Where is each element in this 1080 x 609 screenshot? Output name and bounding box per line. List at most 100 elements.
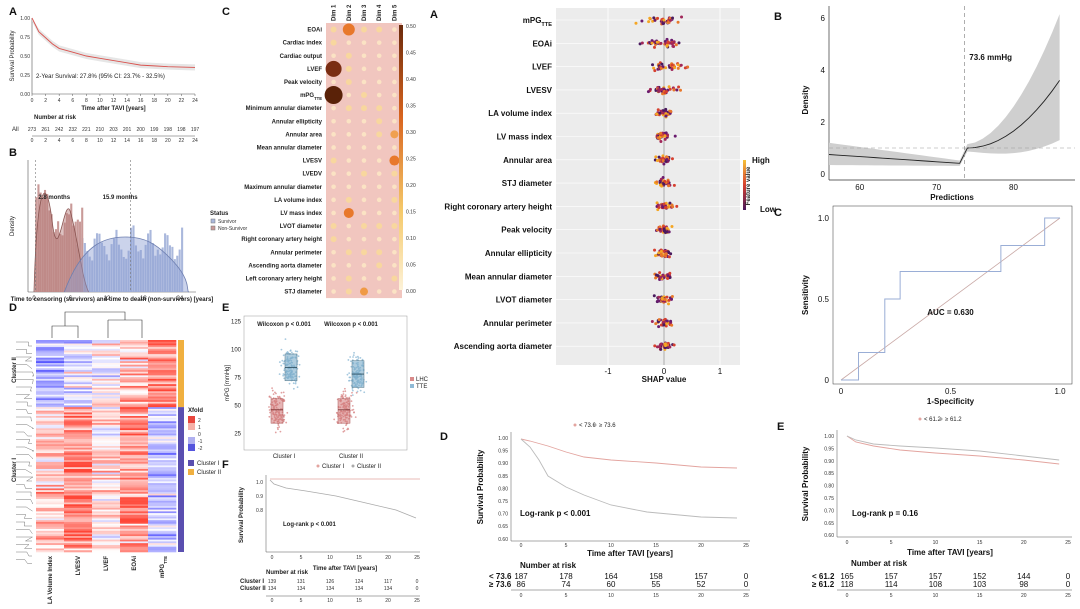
heatmap-cell <box>120 497 149 500</box>
heatmap-cell <box>92 419 121 422</box>
risk-x-tick: 25 <box>743 593 749 599</box>
heatmap-cell <box>64 536 93 539</box>
shap-point <box>648 87 652 91</box>
heatmap-cell <box>148 509 177 512</box>
heatmap-cell <box>148 506 177 509</box>
shap-point <box>654 322 658 326</box>
shap-point <box>662 111 666 115</box>
histogram-bar-survivor <box>105 254 108 292</box>
jitter-point-lhc <box>276 426 279 429</box>
heatmap-cell <box>64 423 93 426</box>
dot-matrix-point <box>361 40 367 45</box>
heatmap-cell <box>148 371 177 374</box>
risk-x-tick: 20 <box>385 598 391 604</box>
dot-matrix-point <box>376 118 383 125</box>
heatmap-cell <box>120 389 149 392</box>
heatmap-legend-tick: 2 <box>198 418 201 424</box>
dot-matrix-point <box>361 105 367 112</box>
heatmap-cell <box>36 412 65 415</box>
heatmap-cell <box>120 400 149 403</box>
heatmap-cell <box>92 530 121 533</box>
heatmap-cell <box>120 446 149 449</box>
heatmap-cell <box>92 368 121 371</box>
histogram-bar-nonsurvivor <box>74 221 77 292</box>
heatmap-cell <box>92 447 121 450</box>
risk-value: 157 <box>694 572 708 581</box>
jitter-point-lhc <box>344 390 347 393</box>
heatmap-cell <box>36 507 65 510</box>
shap-point <box>659 183 663 187</box>
heatmap-cell <box>148 507 177 510</box>
shap-point <box>654 155 658 159</box>
heatmap-cell <box>64 419 93 422</box>
jitter-point-lhc <box>348 396 351 399</box>
heatmap-cell <box>148 352 177 355</box>
heatmap-cell <box>64 537 93 540</box>
heatmap-cell <box>36 548 65 551</box>
dot-matrix-point <box>392 105 397 111</box>
heatmap-cell <box>36 380 65 383</box>
x-tick-label: 6 <box>69 296 73 302</box>
heatmap-cell <box>148 523 177 526</box>
colorbar-tick: 0.30 <box>406 130 416 136</box>
histogram-bar-nonsurvivor <box>43 189 47 292</box>
shap-point <box>655 112 659 116</box>
shap-point <box>662 320 666 324</box>
row-dendrogram-branch <box>16 536 34 542</box>
heatmap-cell <box>120 421 149 424</box>
shap-point <box>650 41 654 45</box>
heatmap-cell <box>92 514 121 517</box>
heatmap-cell <box>148 484 177 487</box>
heatmap-cell <box>120 361 149 364</box>
heatmap-cell <box>64 370 93 373</box>
heatmap-cell <box>92 400 121 403</box>
heatmap-cell <box>120 398 149 401</box>
risk-value: 178 <box>559 572 573 581</box>
jitter-point-lhc <box>342 393 345 395</box>
dot-matrix-point <box>330 26 337 33</box>
y-tick-label: 0.60 <box>824 533 834 539</box>
histogram-bar-nonsurvivor <box>61 235 64 292</box>
shap-point <box>655 180 659 184</box>
heatmap-cell <box>92 546 121 549</box>
heatmap-cell <box>120 530 149 533</box>
heatmap-cell <box>36 347 65 350</box>
x-tick-label: 18 <box>151 98 157 104</box>
heatmap-legend-swatch <box>188 437 195 444</box>
risk-row-label: ≥ 73.6 <box>489 580 512 589</box>
heatmap-cell <box>64 421 93 424</box>
density-curve-nonsurvivor <box>33 192 90 293</box>
jitter-point-tte <box>352 356 354 358</box>
heatmap-cell <box>92 507 121 510</box>
heatmap-cell <box>36 550 65 553</box>
heatmap-cell <box>148 387 177 390</box>
heatmap-cell <box>92 345 121 348</box>
dot-matrix-row-label: Minimum annular diameter <box>246 106 323 112</box>
heatmap-cell <box>120 424 149 427</box>
legend-title: Status <box>210 211 229 217</box>
dot-matrix-point <box>392 249 397 255</box>
heatmap-cell <box>148 424 177 427</box>
heatmap-cell <box>36 389 65 392</box>
heatmap-cell <box>92 343 121 346</box>
heatmap-cell <box>92 518 121 521</box>
heatmap-cell <box>92 490 121 493</box>
risk-value: 242 <box>55 127 64 133</box>
heatmap-cell <box>92 491 121 494</box>
heatmap-cell <box>64 364 93 367</box>
heatmap-cell <box>148 504 177 507</box>
heatmap-cell <box>64 405 93 408</box>
risk-x-tick: 5 <box>300 598 303 604</box>
heatmap-cell <box>120 407 149 410</box>
histogram-bar-survivor <box>134 245 137 292</box>
dot-matrix-point <box>345 78 352 85</box>
heatmap-cell <box>148 546 177 549</box>
histogram-bar-survivor <box>132 225 135 292</box>
shap-feature-label: Annular perimeter <box>483 319 552 328</box>
jitter-point-tte <box>349 376 352 379</box>
risk-value: 126 <box>326 579 335 585</box>
heatmap-cell <box>64 417 93 420</box>
heatmap-cell <box>36 415 65 419</box>
x-tick-label: 12 <box>104 296 111 302</box>
heatmap-cell <box>64 347 93 350</box>
